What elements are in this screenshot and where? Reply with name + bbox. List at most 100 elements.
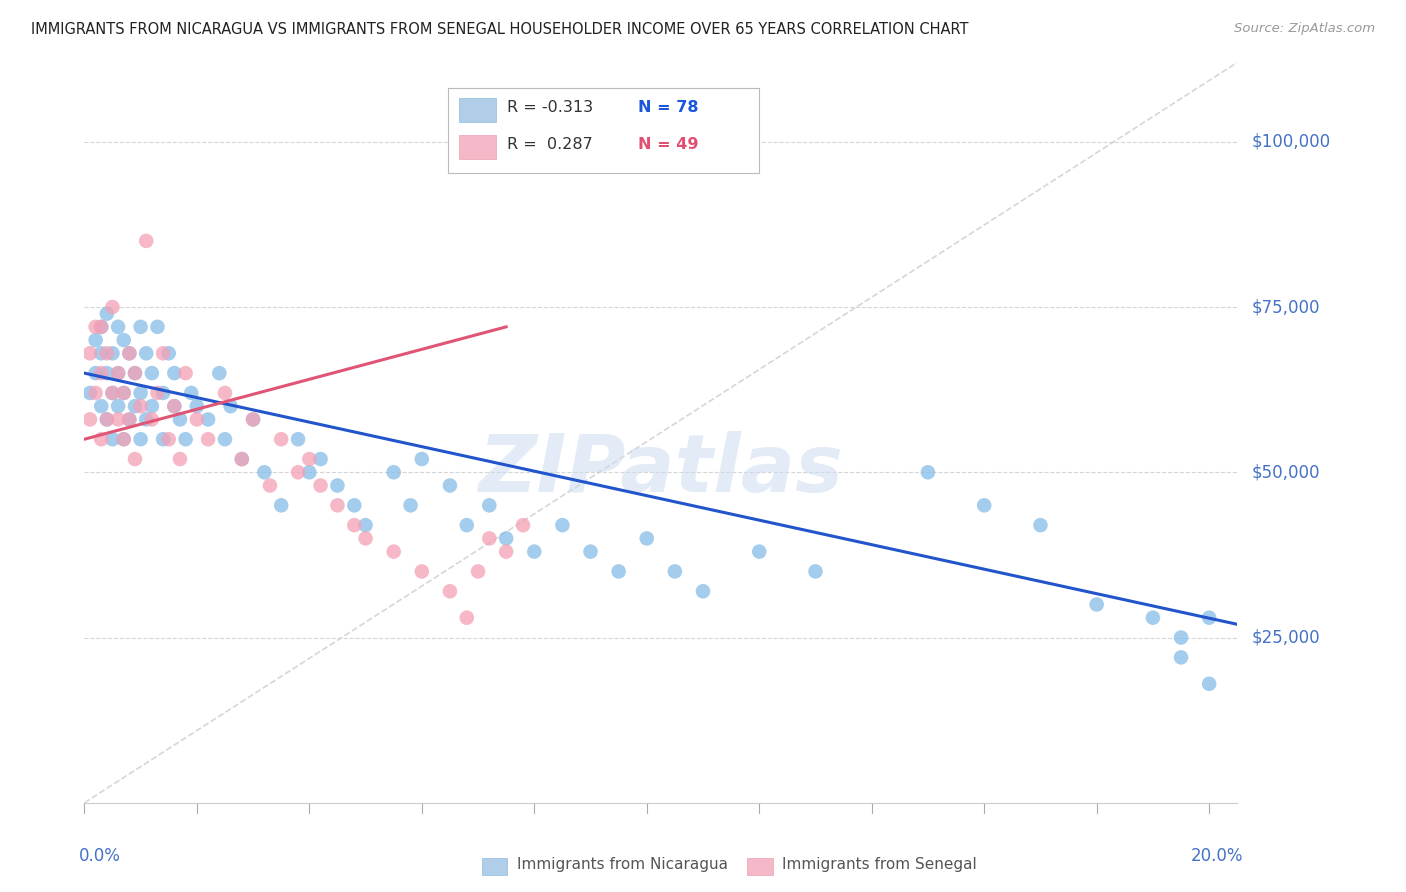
- Point: [1198, 610, 1220, 624]
- Point: [270, 499, 292, 513]
- Point: [174, 366, 197, 380]
- Point: [467, 565, 489, 579]
- Text: 20.0%: 20.0%: [1191, 847, 1243, 865]
- Point: [512, 518, 534, 533]
- Point: [214, 432, 236, 446]
- Point: [343, 518, 366, 533]
- Point: [973, 499, 995, 513]
- Point: [186, 412, 208, 426]
- Point: [129, 319, 152, 334]
- Point: [90, 399, 112, 413]
- Point: [112, 333, 135, 347]
- FancyBboxPatch shape: [482, 858, 508, 875]
- Point: [101, 346, 124, 360]
- Point: [231, 452, 253, 467]
- Point: [917, 465, 939, 479]
- Point: [129, 386, 152, 401]
- Point: [287, 465, 309, 479]
- Point: [411, 452, 433, 467]
- Point: [101, 432, 124, 446]
- Point: [84, 366, 107, 380]
- Point: [495, 532, 517, 546]
- Point: [84, 386, 107, 401]
- Point: [112, 386, 135, 401]
- Point: [180, 386, 202, 401]
- Point: [135, 234, 157, 248]
- Point: [107, 399, 129, 413]
- Point: [259, 478, 281, 492]
- Point: [242, 412, 264, 426]
- Text: R = -0.313: R = -0.313: [508, 100, 593, 115]
- Point: [748, 544, 770, 558]
- Point: [309, 478, 332, 492]
- Point: [287, 432, 309, 446]
- Point: [107, 366, 129, 380]
- Point: [96, 412, 118, 426]
- Point: [96, 412, 118, 426]
- Text: IMMIGRANTS FROM NICARAGUA VS IMMIGRANTS FROM SENEGAL HOUSEHOLDER INCOME OVER 65 : IMMIGRANTS FROM NICARAGUA VS IMMIGRANTS …: [31, 22, 969, 37]
- Point: [456, 518, 478, 533]
- Point: [157, 432, 180, 446]
- Point: [579, 544, 602, 558]
- Point: [163, 366, 186, 380]
- Point: [692, 584, 714, 599]
- Point: [107, 366, 129, 380]
- Point: [146, 386, 169, 401]
- Point: [354, 518, 377, 533]
- Text: ZIPatlas: ZIPatlas: [478, 431, 844, 508]
- Point: [96, 346, 118, 360]
- Point: [152, 346, 174, 360]
- Point: [169, 452, 191, 467]
- Point: [664, 565, 686, 579]
- Point: [1198, 677, 1220, 691]
- Text: Immigrants from Senegal: Immigrants from Senegal: [782, 856, 977, 871]
- Point: [354, 532, 377, 546]
- Point: [439, 584, 461, 599]
- Point: [399, 499, 422, 513]
- Point: [174, 432, 197, 446]
- Point: [298, 465, 321, 479]
- Point: [135, 412, 157, 426]
- Point: [197, 412, 219, 426]
- Point: [135, 346, 157, 360]
- Point: [1085, 598, 1108, 612]
- Point: [141, 412, 163, 426]
- Point: [231, 452, 253, 467]
- Point: [90, 319, 112, 334]
- Point: [411, 565, 433, 579]
- Point: [79, 346, 101, 360]
- Point: [90, 346, 112, 360]
- Text: Immigrants from Nicaragua: Immigrants from Nicaragua: [517, 856, 728, 871]
- Point: [79, 412, 101, 426]
- Point: [124, 452, 146, 467]
- Point: [804, 565, 827, 579]
- Point: [551, 518, 574, 533]
- Point: [1029, 518, 1052, 533]
- Point: [152, 386, 174, 401]
- Point: [79, 386, 101, 401]
- Point: [326, 478, 349, 492]
- Point: [343, 499, 366, 513]
- Point: [141, 366, 163, 380]
- Point: [197, 432, 219, 446]
- Point: [219, 399, 242, 413]
- Point: [1170, 650, 1192, 665]
- Point: [163, 399, 186, 413]
- Point: [607, 565, 630, 579]
- Point: [84, 319, 107, 334]
- Point: [124, 399, 146, 413]
- Point: [636, 532, 658, 546]
- Point: [382, 465, 405, 479]
- Text: $100,000: $100,000: [1251, 133, 1330, 151]
- Point: [118, 412, 141, 426]
- Point: [152, 432, 174, 446]
- Point: [382, 544, 405, 558]
- Point: [523, 544, 546, 558]
- Point: [101, 386, 124, 401]
- Point: [107, 319, 129, 334]
- Point: [253, 465, 276, 479]
- Text: $75,000: $75,000: [1251, 298, 1320, 316]
- Point: [84, 333, 107, 347]
- Point: [326, 499, 349, 513]
- Point: [129, 399, 152, 413]
